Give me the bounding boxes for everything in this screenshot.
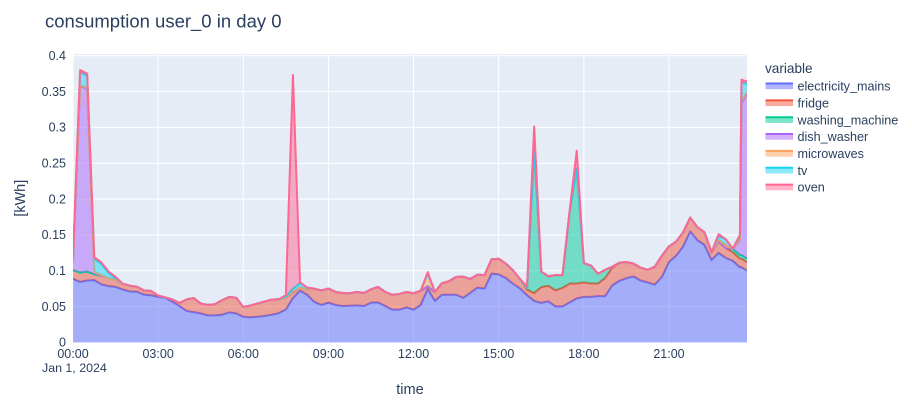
svg-text:electricity_mains: electricity_mains [798,80,891,94]
svg-text:12:00: 12:00 [398,347,429,361]
svg-text:09:00: 09:00 [313,347,344,361]
svg-text:0.35: 0.35 [42,85,66,99]
svg-text:[kWh]: [kWh] [13,180,29,217]
svg-text:15:00: 15:00 [483,347,514,361]
svg-text:0.4: 0.4 [49,49,66,63]
svg-text:0.15: 0.15 [42,228,66,242]
svg-text:time: time [396,382,424,398]
svg-text:00:00: 00:00 [57,347,88,361]
svg-text:0.25: 0.25 [42,156,66,170]
svg-text:oven: oven [798,181,825,195]
svg-text:Jan 1, 2024: Jan 1, 2024 [42,361,107,375]
svg-text:consumption user_0 in day 0: consumption user_0 in day 0 [45,11,282,33]
svg-text:03:00: 03:00 [142,347,173,361]
svg-text:06:00: 06:00 [228,347,259,361]
svg-text:0: 0 [59,336,66,350]
svg-text:variable: variable [765,61,813,76]
svg-text:tv: tv [798,164,808,178]
svg-text:0.1: 0.1 [49,264,66,278]
svg-text:dish_washer: dish_washer [798,130,869,144]
svg-text:0.05: 0.05 [42,300,66,314]
svg-text:washing_machine: washing_machine [797,113,899,127]
svg-text:fridge: fridge [798,96,830,110]
svg-text:18:00: 18:00 [568,347,599,361]
svg-text:microwaves: microwaves [798,147,864,161]
svg-text:0.2: 0.2 [49,192,66,206]
svg-text:0.3: 0.3 [49,121,66,135]
svg-text:21:00: 21:00 [653,347,684,361]
